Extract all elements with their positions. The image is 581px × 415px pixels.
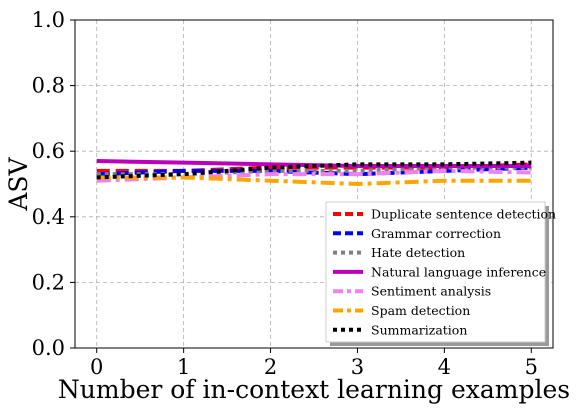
y-tick-label-4: 0.8 (32, 74, 65, 98)
legend: Duplicate sentence detection Grammar corr… (325, 201, 556, 346)
x-tick-label-2: 2 (264, 355, 277, 379)
axis-ticks: 0 1 2 3 4 5 0.0 0.2 0.4 0.6 0.8 1.0 (32, 8, 538, 379)
series-line-4 (96, 168, 532, 183)
y-axis-label: ASV (4, 156, 33, 211)
legend-label-3: Natural language inference (371, 264, 546, 279)
series-line-5 (96, 175, 532, 187)
y-tick-label-0: 0.0 (32, 336, 65, 360)
x-tick-label-5: 5 (525, 355, 538, 379)
y-tick-label-2: 0.4 (32, 205, 65, 229)
y-tick-label-5: 1.0 (32, 8, 65, 32)
legend-label-2: Hate detection (371, 245, 465, 260)
legend-label-0: Duplicate sentence detection (371, 207, 556, 222)
y-tick-label-3: 0.6 (32, 139, 65, 163)
legend-label-6: Summarization (371, 322, 467, 337)
x-axis-label: Number of in-context learning examples (58, 375, 570, 404)
legend-label-4: Sentiment analysis (371, 284, 491, 299)
x-tick-label-3: 3 (351, 355, 364, 379)
series-lines (96, 159, 532, 187)
y-tick-label-1: 0.2 (32, 270, 65, 294)
x-tick-label-4: 4 (438, 355, 451, 379)
plot-frame (74, 19, 554, 349)
legend-label-5: Spam detection (371, 303, 470, 318)
series-line-6 (96, 160, 532, 180)
x-tick-label-0: 0 (90, 355, 103, 379)
x-tick-label-1: 1 (177, 355, 190, 379)
legend-label-1: Grammar correction (371, 226, 501, 241)
